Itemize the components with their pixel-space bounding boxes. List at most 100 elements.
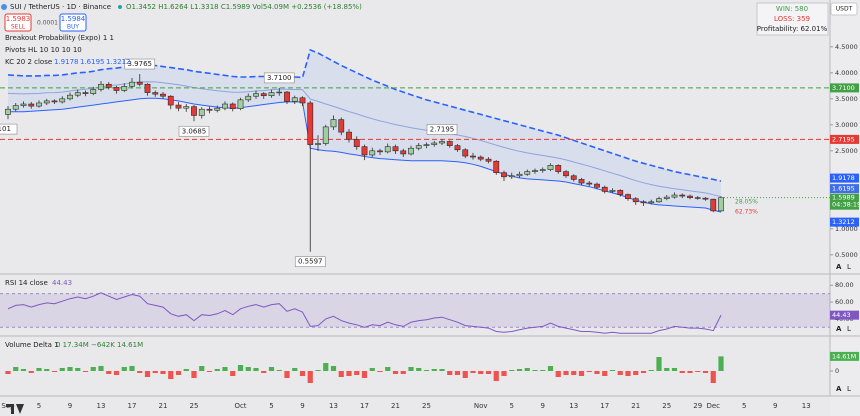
sell-price[interactable]: 1.5983	[6, 15, 31, 23]
buy-price[interactable]: 1.5984	[61, 15, 86, 23]
candle-body	[183, 106, 190, 109]
volume-tag-bg	[830, 351, 859, 361]
y-tick-label: 80.00	[835, 281, 854, 289]
volume-delta-bar	[245, 367, 251, 371]
candle-body	[477, 156, 484, 160]
volume-delta-bar	[540, 370, 546, 371]
volume-delta-bar	[462, 371, 468, 378]
volume-delta-bar	[501, 371, 507, 376]
candle-body	[175, 104, 182, 109]
pivot-label: 3.0685	[182, 127, 207, 135]
y-tick-label: 4.0000	[835, 69, 858, 77]
candle-body	[493, 160, 500, 173]
kc-tag-bg	[830, 173, 859, 183]
pane-button[interactable]: L	[847, 263, 851, 271]
volume-delta-bar	[493, 371, 499, 381]
kc-legend-value: 1.9178	[54, 58, 79, 66]
volume-delta-bar	[338, 371, 344, 377]
volume-delta-bar	[392, 371, 399, 374]
x-tick-label: 9	[541, 402, 545, 410]
x-tick-label: Nov	[474, 402, 488, 410]
indicator-legend: Breakout Probability (Expo) 1 1	[5, 34, 114, 42]
x-tick-label: 17	[360, 402, 369, 410]
volume-delta-bar	[51, 371, 58, 372]
volume-delta-bar	[230, 371, 236, 376]
candle-body	[601, 186, 608, 192]
candle-body	[28, 103, 35, 107]
volume-delta-bar	[253, 368, 259, 371]
pane-button[interactable]: L	[847, 385, 851, 393]
volume-delta-bar	[299, 371, 306, 376]
currency[interactable]: USDT	[836, 6, 853, 13]
volume-delta-bar	[20, 369, 27, 371]
buy-label[interactable]: BUY	[67, 24, 80, 31]
candle-body	[307, 102, 314, 145]
volume-delta-bar	[423, 370, 430, 371]
candle-body	[532, 170, 538, 172]
candle-body	[408, 147, 414, 155]
x-tick-label: 13	[569, 402, 578, 410]
candle-body	[20, 103, 27, 106]
volume-delta-bar	[354, 371, 360, 375]
candle-body	[710, 198, 717, 212]
volume-delta-bar	[59, 368, 65, 371]
pane-button[interactable]: L	[847, 325, 851, 333]
volume-delta-bar	[547, 366, 554, 371]
pane-button[interactable]: A	[836, 263, 842, 271]
volume-delta-bar	[369, 368, 375, 371]
pivot-label: 3.9765	[128, 60, 153, 68]
candle-body	[206, 108, 213, 111]
candle-body	[702, 197, 709, 200]
volume-delta-bar	[609, 370, 616, 371]
candle-body	[245, 95, 252, 101]
x-tick-label: 25	[662, 402, 671, 410]
pane-button[interactable]: A	[836, 385, 842, 393]
candle-body	[485, 158, 492, 162]
candle-body	[617, 190, 624, 195]
volume-delta-bar	[532, 370, 538, 371]
volume-delta-bar	[400, 371, 406, 374]
volume-delta-bar	[44, 369, 50, 371]
candle-body	[694, 197, 701, 199]
kc-tag: 1.3212	[832, 218, 855, 226]
sell-label[interactable]: SELL	[11, 24, 26, 31]
volume-delta-bar	[98, 366, 104, 371]
volume-delta-bar	[152, 371, 158, 373]
pane-button[interactable]: A	[836, 325, 842, 333]
volume-delta-bar	[710, 371, 716, 383]
candle-body	[594, 183, 600, 188]
volume-delta-bar	[315, 370, 321, 371]
candle-body	[98, 83, 104, 90]
candle-body	[439, 141, 445, 144]
kc-tag-bg	[830, 184, 859, 194]
y-tick-label: 3.0000	[835, 121, 858, 129]
x-tick-label: 9	[300, 402, 304, 410]
rsi-line	[7, 292, 722, 334]
buy-button[interactable]	[59, 13, 87, 32]
volume-delta-bar	[586, 371, 592, 372]
candle-body	[369, 150, 376, 156]
currency-button[interactable]	[830, 2, 858, 16]
level-tag: 2.7195	[832, 135, 855, 143]
candle-body	[671, 194, 678, 198]
pivot-label: 0.5597	[298, 258, 323, 266]
volume-delta-bar	[137, 371, 143, 373]
candle-body	[679, 194, 686, 197]
volume-delta-bar	[175, 371, 182, 375]
pivot-box	[426, 124, 458, 135]
x-tick-label: 5	[37, 402, 41, 410]
candle-body	[609, 190, 616, 192]
volume-delta-bar	[5, 371, 11, 374]
volume-delta-bar	[695, 371, 701, 372]
volume-delta-bar	[524, 368, 530, 371]
y-tick-label: 3.5000	[835, 95, 858, 103]
candle-body	[392, 146, 399, 152]
x-tick-label: 29	[693, 402, 702, 410]
candle-body	[268, 92, 275, 96]
pivot-box	[178, 125, 210, 137]
volume-delta-bar	[13, 367, 19, 371]
sell-button[interactable]	[4, 13, 32, 32]
candle-body	[718, 197, 724, 212]
volume-delta-bar	[478, 371, 484, 374]
